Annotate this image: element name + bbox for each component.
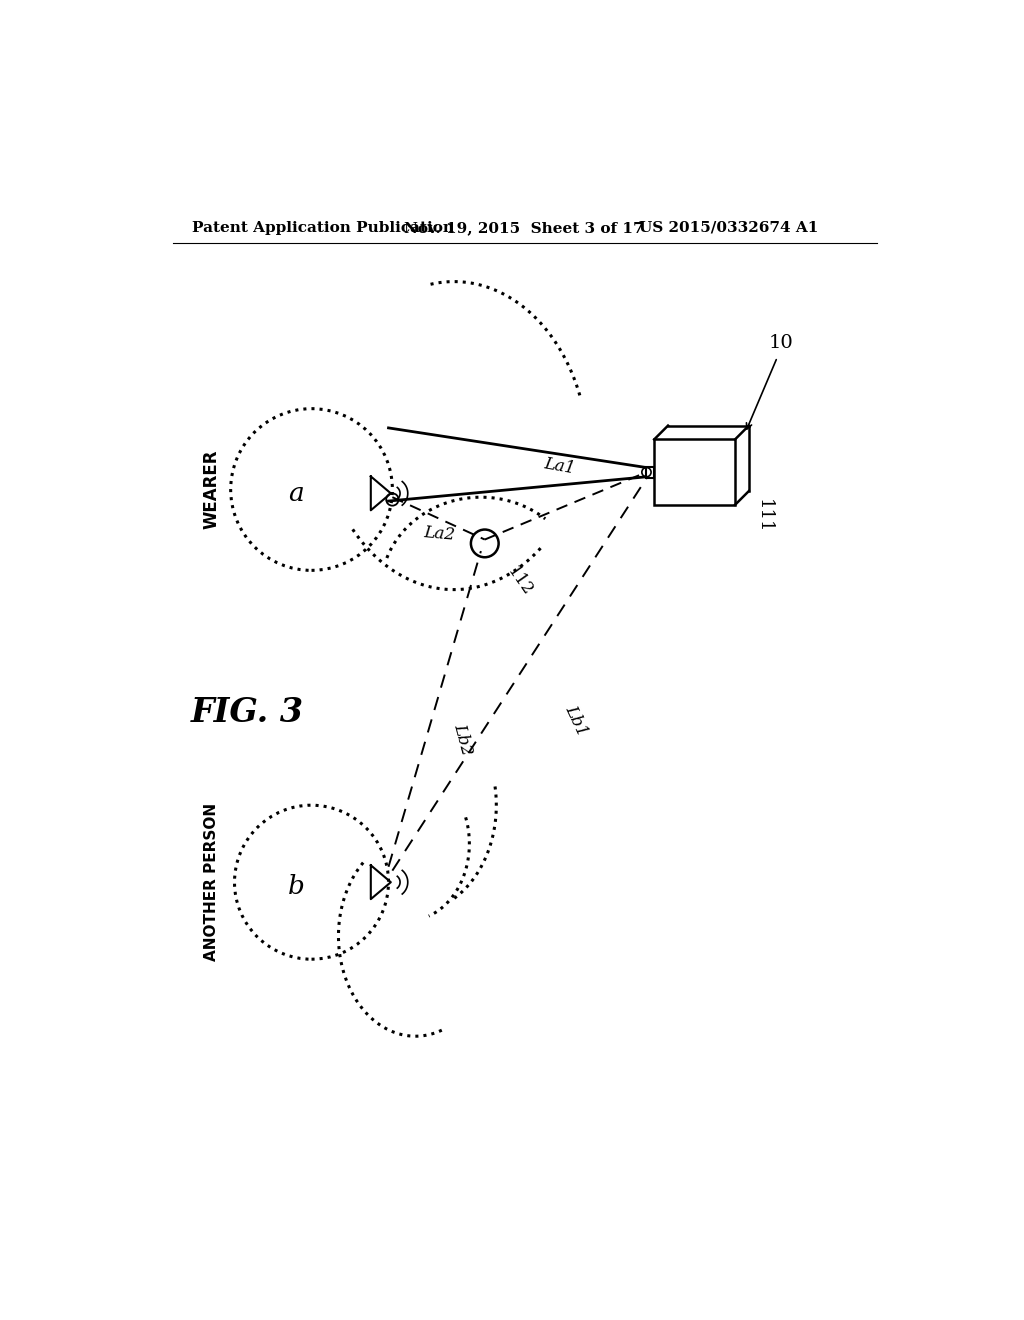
Text: b: b <box>288 874 304 899</box>
Text: 111: 111 <box>755 499 773 533</box>
Text: US 2015/0332674 A1: US 2015/0332674 A1 <box>639 220 818 235</box>
Text: FIG. 3: FIG. 3 <box>190 697 304 729</box>
Text: WEARER: WEARER <box>203 450 220 529</box>
Text: a: a <box>288 480 304 506</box>
Text: 10: 10 <box>769 334 794 352</box>
Text: ANOTHER PERSON: ANOTHER PERSON <box>204 803 219 961</box>
Text: La1: La1 <box>543 455 577 478</box>
Text: Lb1: Lb1 <box>562 702 591 739</box>
Text: 112: 112 <box>504 564 537 599</box>
Text: Lb2: Lb2 <box>451 722 475 758</box>
Text: La2: La2 <box>423 524 456 544</box>
Text: Nov. 19, 2015  Sheet 3 of 17: Nov. 19, 2015 Sheet 3 of 17 <box>403 220 643 235</box>
Bar <box>654 440 735 506</box>
Bar <box>646 467 654 478</box>
Text: Patent Application Publication: Patent Application Publication <box>193 220 455 235</box>
